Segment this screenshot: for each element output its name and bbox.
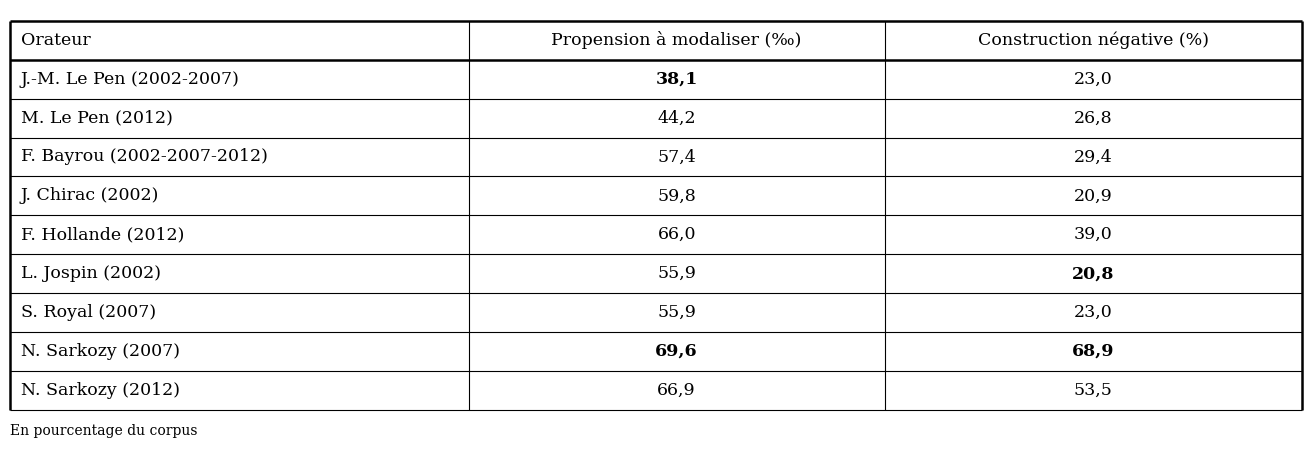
Text: 20,9: 20,9 [1073,188,1113,204]
Text: 23,0: 23,0 [1073,71,1113,88]
Text: 55,9: 55,9 [657,304,697,321]
Text: 57,4: 57,4 [657,149,697,165]
Text: 66,9: 66,9 [657,382,695,399]
Text: 66,0: 66,0 [657,226,695,243]
Text: En pourcentage du corpus: En pourcentage du corpus [10,424,198,438]
Text: 68,9: 68,9 [1072,343,1114,360]
Text: J. Chirac (2002): J. Chirac (2002) [21,188,159,204]
Text: 23,0: 23,0 [1073,304,1113,321]
Text: 26,8: 26,8 [1073,110,1113,126]
Text: Construction négative (%): Construction négative (%) [977,31,1208,49]
Text: J.-M. Le Pen (2002-2007): J.-M. Le Pen (2002-2007) [21,71,240,88]
Text: L. Jospin (2002): L. Jospin (2002) [21,265,161,282]
Text: 38,1: 38,1 [656,71,698,88]
Text: Orateur: Orateur [21,32,91,49]
Text: N. Sarkozy (2007): N. Sarkozy (2007) [21,343,180,360]
Text: 20,8: 20,8 [1072,265,1114,282]
Text: F. Bayrou (2002-2007-2012): F. Bayrou (2002-2007-2012) [21,149,268,165]
Text: 69,6: 69,6 [655,343,698,360]
Text: 39,0: 39,0 [1073,226,1113,243]
Text: N. Sarkozy (2012): N. Sarkozy (2012) [21,382,180,399]
Text: M. Le Pen (2012): M. Le Pen (2012) [21,110,173,126]
Text: Propension à modaliser (‰): Propension à modaliser (‰) [551,31,802,49]
Text: 55,9: 55,9 [657,265,697,282]
Text: 53,5: 53,5 [1073,382,1113,399]
Text: 29,4: 29,4 [1073,149,1113,165]
Text: 44,2: 44,2 [657,110,695,126]
Text: 59,8: 59,8 [657,188,697,204]
Text: S. Royal (2007): S. Royal (2007) [21,304,156,321]
Text: F. Hollande (2012): F. Hollande (2012) [21,226,185,243]
